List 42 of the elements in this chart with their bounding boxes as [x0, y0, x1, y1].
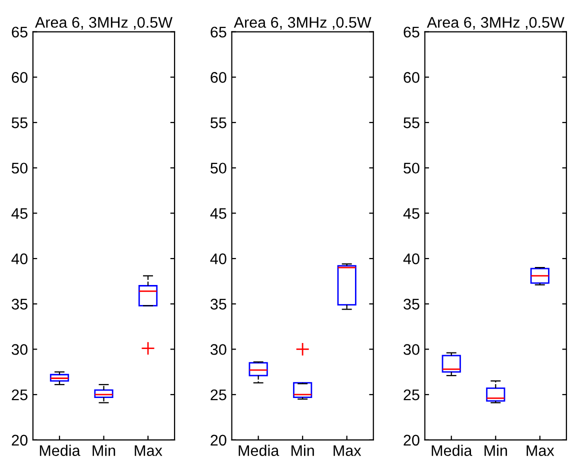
y-tick-label: 65: [12, 26, 28, 38]
y-tick-label: 45: [210, 208, 226, 219]
y-tick-label: 40: [11, 253, 28, 264]
y-tick-label: 30: [404, 344, 420, 355]
x-tick-label: Media: [238, 444, 280, 456]
y-tick-label: 50: [404, 162, 420, 174]
y-tick-label: 20: [210, 434, 226, 446]
y-tick-label: 25: [210, 389, 226, 400]
chart-title: Area 6, 3MHz ,0.5W: [35, 16, 172, 30]
y-tick-label: 55: [12, 118, 28, 128]
x-tick-label: Max: [334, 445, 362, 456]
y-tick-label: 45: [11, 208, 28, 219]
y-tick-label: 40: [210, 253, 226, 264]
y-tick-label: 35: [12, 298, 28, 310]
x-tick-label: Min: [484, 444, 507, 456]
y-tick-label: 50: [12, 162, 28, 174]
x-tick-label: Max: [134, 445, 162, 456]
y-tick-label: 60: [210, 72, 226, 83]
y-tick-label: 55: [404, 118, 420, 128]
y-tick-label: 20: [12, 434, 28, 446]
y-tick-label: 40: [403, 253, 420, 264]
chart-title: Area 6, 3MHz ,0.5W: [426, 16, 564, 30]
x-tick-label: Media: [432, 444, 472, 456]
y-tick-label: 35: [404, 298, 420, 310]
x-tick-label: Media: [40, 444, 80, 456]
x-tick-label: Max: [526, 445, 554, 456]
y-tick-label: 35: [210, 298, 226, 310]
y-tick-label: 65: [210, 26, 226, 38]
x-tick-label: Min: [92, 444, 116, 456]
y-tick-label: 25: [404, 389, 420, 400]
y-tick-label: 20: [404, 434, 420, 446]
y-tick-label: 60: [12, 72, 28, 83]
y-tick-label: 45: [403, 208, 420, 219]
y-tick-label: 25: [12, 389, 28, 400]
y-tick-label: 55: [210, 118, 226, 128]
y-tick-label: 30: [210, 344, 226, 355]
y-tick-label: 50: [210, 162, 226, 174]
y-tick-label: 60: [404, 72, 420, 83]
y-tick-label: 30: [12, 344, 28, 355]
x-tick-label: Min: [292, 444, 314, 456]
y-tick-label: 65: [404, 26, 420, 38]
chart-title: Area 6, 3MHz ,0.5W: [234, 16, 372, 30]
